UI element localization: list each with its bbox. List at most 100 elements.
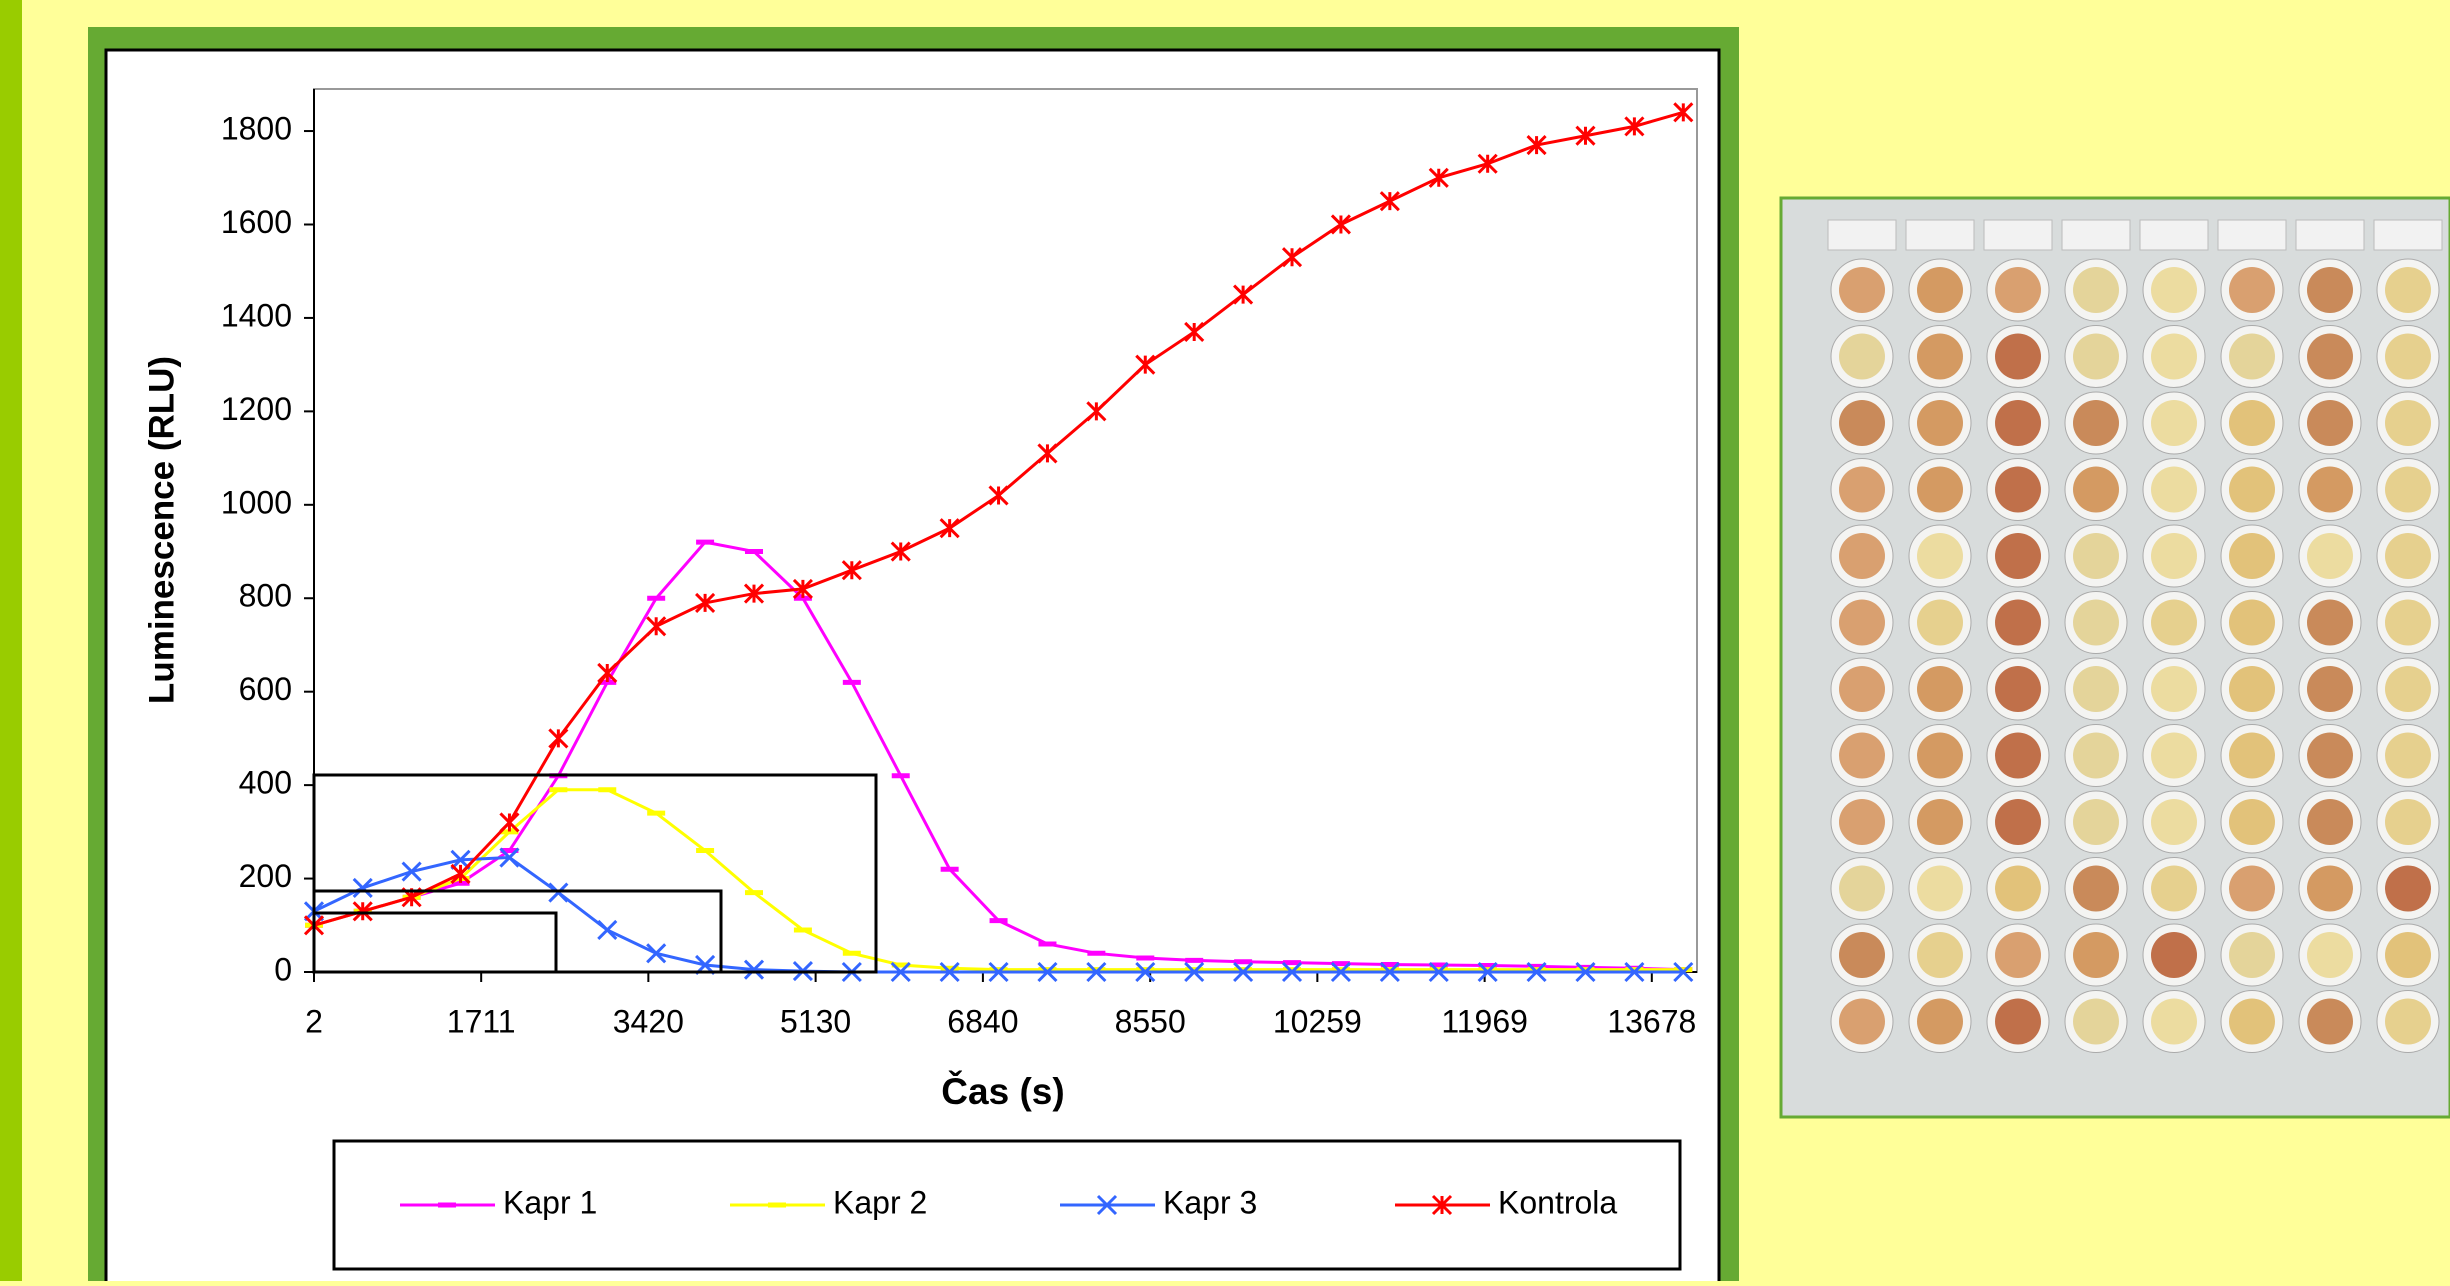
plate-tab xyxy=(2295,219,2365,251)
well xyxy=(2151,666,2197,712)
marker xyxy=(988,961,1009,983)
marker xyxy=(1184,961,1205,983)
well xyxy=(1917,666,1963,712)
legend-label: Kapr 1 xyxy=(503,1184,597,1220)
well xyxy=(2229,932,2275,978)
annotation-box xyxy=(312,911,558,974)
marker xyxy=(352,901,373,922)
marker xyxy=(792,578,813,599)
well xyxy=(2151,998,2197,1045)
marker xyxy=(1624,961,1645,983)
y-tick-label: 200 xyxy=(239,858,292,894)
well xyxy=(2073,267,2119,313)
marker xyxy=(646,943,667,964)
x-tick-label: 5130 xyxy=(780,1003,851,1039)
well xyxy=(2307,267,2353,313)
marker xyxy=(499,812,520,833)
x-tick-label: 6840 xyxy=(947,1003,1018,1039)
marker xyxy=(1379,191,1400,212)
well xyxy=(1917,732,1963,779)
well xyxy=(2385,799,2431,845)
well xyxy=(1917,533,1963,579)
marker xyxy=(1233,284,1254,305)
marker xyxy=(1526,961,1547,983)
marker xyxy=(890,961,911,983)
well xyxy=(1917,865,1963,912)
well xyxy=(1917,400,1963,446)
marker xyxy=(1431,1194,1453,1216)
marker xyxy=(597,662,618,684)
marker xyxy=(890,541,911,562)
well xyxy=(1917,267,1963,313)
well xyxy=(2151,599,2197,646)
legend-label: Kapr 2 xyxy=(833,1184,927,1220)
well xyxy=(2073,865,2119,912)
plate-tab xyxy=(1983,219,2053,251)
well xyxy=(2385,599,2431,646)
well xyxy=(1917,599,1963,646)
marker xyxy=(1428,167,1449,188)
well xyxy=(2307,599,2353,646)
y-tick-label: 600 xyxy=(239,671,292,707)
well xyxy=(2151,799,2197,845)
y-axis-label: Luminescence (RLU) xyxy=(142,356,181,704)
well xyxy=(1839,333,1885,380)
well xyxy=(1917,466,1963,513)
well xyxy=(1995,333,2041,380)
well xyxy=(1839,732,1885,779)
marker xyxy=(1526,135,1547,156)
well xyxy=(1839,932,1885,978)
well xyxy=(1995,533,2041,579)
marker xyxy=(1330,214,1351,235)
well xyxy=(2151,267,2197,313)
well xyxy=(2307,666,2353,712)
well xyxy=(2229,466,2275,513)
well xyxy=(2229,799,2275,845)
well xyxy=(2307,998,2353,1045)
well xyxy=(2229,333,2275,380)
well xyxy=(2229,865,2275,912)
well xyxy=(1995,267,2041,313)
well xyxy=(2307,400,2353,446)
marker xyxy=(1575,125,1596,146)
plate-tab xyxy=(2139,219,2209,251)
plate-tab xyxy=(1905,219,1975,251)
well xyxy=(2229,599,2275,646)
well xyxy=(2385,400,2431,446)
well xyxy=(2385,932,2431,978)
well xyxy=(1839,400,1885,446)
marker xyxy=(1184,321,1205,343)
well xyxy=(1839,799,1885,845)
y-tick-label: 800 xyxy=(239,578,292,614)
marker xyxy=(695,592,716,613)
well xyxy=(2229,400,2275,446)
plate-tab xyxy=(1827,219,1897,251)
marker xyxy=(743,583,765,604)
well xyxy=(1839,998,1885,1045)
side-bar xyxy=(0,0,22,1281)
plate xyxy=(1827,219,2443,1053)
marker xyxy=(1575,961,1596,983)
well xyxy=(2151,466,2197,513)
well xyxy=(1995,932,2041,978)
marker xyxy=(1477,961,1498,983)
well xyxy=(2073,466,2119,513)
marker xyxy=(1233,961,1254,983)
well xyxy=(1995,466,2041,513)
y-tick-label: 1200 xyxy=(221,391,292,427)
well xyxy=(1995,599,2041,646)
marker xyxy=(1624,116,1645,137)
well xyxy=(2229,666,2275,712)
well xyxy=(1917,998,1963,1045)
well xyxy=(2229,998,2275,1045)
well xyxy=(2385,998,2431,1045)
marker xyxy=(1330,961,1351,983)
well xyxy=(2229,533,2275,579)
marker xyxy=(1281,247,1303,268)
legend-label: Kontrola xyxy=(1498,1184,1617,1220)
well xyxy=(2385,333,2431,380)
well xyxy=(2229,732,2275,779)
marker xyxy=(1428,961,1449,983)
well xyxy=(1839,865,1885,912)
